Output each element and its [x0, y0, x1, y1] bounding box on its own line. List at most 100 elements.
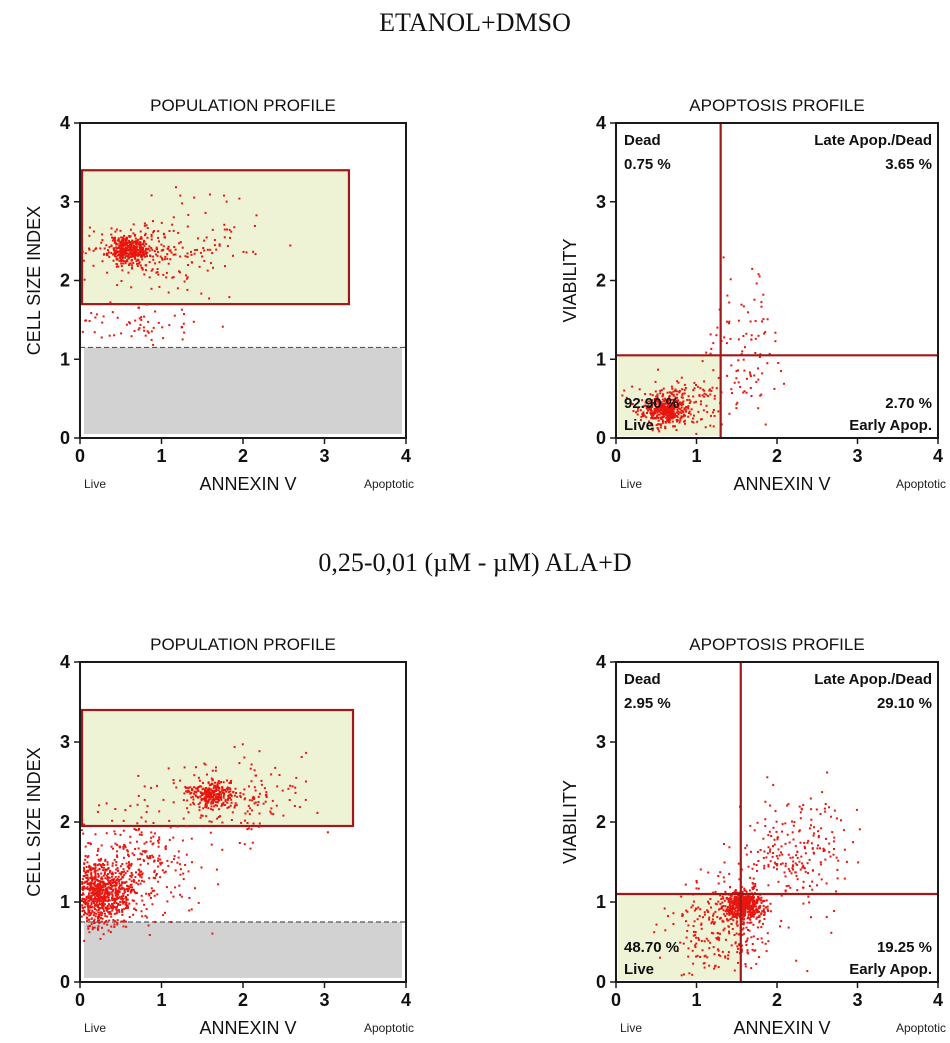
scatter-point [126, 247, 129, 250]
scatter-point [111, 890, 114, 893]
scatter-point [126, 850, 129, 853]
scatter-point [744, 346, 746, 349]
scatter-point [152, 326, 155, 329]
scatter-point [81, 893, 83, 896]
scatter-point [768, 352, 771, 355]
scatter-point [154, 310, 157, 313]
scatter-point [158, 810, 161, 813]
scatter-point [95, 884, 98, 887]
scatter-point [205, 789, 207, 792]
scatter-point [137, 883, 140, 886]
scatter-point [799, 811, 802, 814]
scatter-point [87, 878, 90, 881]
scatter-point [679, 401, 682, 404]
scatter-point [179, 868, 182, 871]
scatter-point [652, 412, 655, 415]
scatter-point [745, 844, 748, 847]
scatter-point [92, 886, 95, 889]
scatter-point [104, 912, 106, 915]
early-apoptosis-label: Early Apop. [849, 961, 932, 978]
scatter-point [90, 888, 93, 891]
scatter-point [195, 787, 197, 790]
scatter-point [737, 904, 740, 907]
scatter-point [211, 783, 214, 785]
scatter-point [115, 902, 118, 905]
scatter-point [663, 907, 666, 910]
scatter-point [164, 848, 167, 851]
scatter-point [109, 888, 112, 890]
scatter-point [122, 819, 125, 822]
scatter-point [721, 895, 724, 898]
scatter-point [143, 315, 146, 318]
scatter-point [668, 411, 671, 414]
section-title-top: ETANOL+DMSO [379, 8, 571, 37]
scatter-point [111, 898, 114, 901]
scatter-point [112, 884, 115, 887]
scatter-point [637, 407, 639, 410]
scatter-point [750, 395, 753, 397]
scatter-point [731, 910, 734, 913]
scatter-point [164, 236, 167, 239]
scatter-point [150, 235, 153, 238]
scatter-point [143, 798, 146, 801]
scatter-point [155, 253, 158, 256]
scatter-point [127, 255, 130, 258]
scatter-point [659, 956, 661, 959]
scatter-point [789, 886, 792, 889]
scatter-point [707, 871, 710, 874]
scatter-point [231, 811, 234, 814]
scatter-point [721, 901, 724, 904]
scatter-point [157, 880, 160, 883]
scatter-point [258, 825, 261, 828]
scatter-point [670, 407, 673, 410]
scatter-point [208, 820, 211, 823]
scatter-point [207, 800, 210, 803]
scatter-point [705, 404, 708, 407]
scatter-point [858, 828, 861, 831]
scatter-point [211, 808, 214, 811]
scatter-point [735, 932, 738, 935]
scatter-point [114, 894, 117, 897]
scatter-point [150, 338, 153, 341]
scatter-point [750, 936, 753, 939]
scatter-point [165, 886, 168, 889]
scatter-point [86, 877, 89, 880]
scatter-point [160, 221, 163, 224]
scatter-point [128, 887, 130, 890]
scatter-point [121, 901, 124, 904]
scatter-point [116, 850, 119, 853]
scatter-point [690, 940, 693, 943]
scatter-point [828, 842, 831, 845]
scatter-point [788, 870, 791, 873]
scatter-point [723, 927, 726, 930]
scatter-point [94, 875, 97, 877]
scatter-point [167, 864, 170, 867]
scatter-point [126, 865, 129, 868]
scatter-point [86, 888, 89, 890]
scatter-point [776, 863, 779, 865]
scatter-point [135, 243, 138, 246]
scatter-point [741, 896, 744, 899]
scatter-point [750, 334, 753, 337]
scatter-point [710, 347, 713, 350]
scatter-point [675, 405, 678, 408]
scatter-point [717, 882, 720, 885]
scatter-point [688, 402, 691, 405]
scatter-point [90, 883, 92, 886]
scatter-point [668, 405, 671, 408]
scatter-point [257, 795, 260, 798]
scatter-point [749, 320, 752, 323]
scatter-point [134, 233, 137, 236]
scatter-point [100, 844, 103, 847]
scatter-point [713, 953, 716, 956]
scatter-point [722, 897, 725, 900]
scatter-point [724, 956, 727, 959]
scatter-point [122, 902, 125, 905]
scatter-point [82, 832, 85, 835]
scatter-point [145, 224, 148, 227]
x-axis-apoptotic-note: Apoptotic [896, 477, 946, 491]
scatter-point [198, 265, 201, 268]
scatter-point [183, 313, 185, 316]
scatter-point [675, 414, 678, 417]
